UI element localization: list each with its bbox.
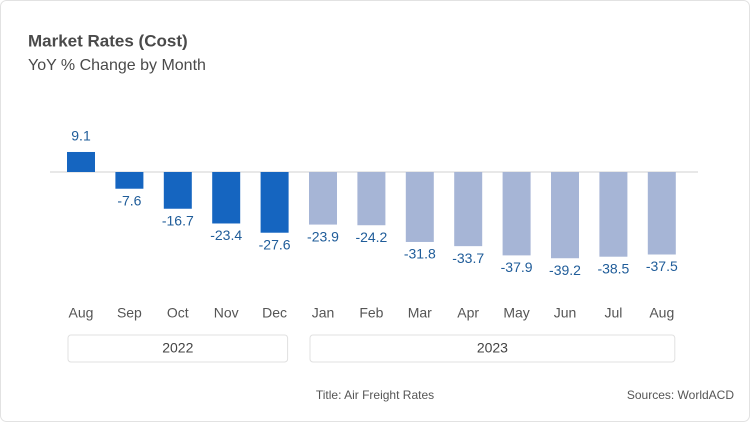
bar	[212, 172, 241, 224]
data-label: -37.5	[646, 258, 678, 274]
data-label: -38.5	[597, 260, 629, 276]
data-label: -37.9	[501, 259, 533, 275]
x-tick-label: Aug	[649, 305, 674, 321]
x-tick-label: Jun	[554, 305, 577, 321]
x-tick-label: Feb	[359, 305, 383, 321]
chart-title: Market Rates (Cost)	[28, 31, 188, 50]
x-tick-label: Jul	[604, 305, 622, 321]
bar	[405, 172, 434, 242]
x-tick-label: Dec	[262, 305, 287, 321]
bar	[454, 172, 483, 247]
x-tick-label: Oct	[167, 305, 189, 321]
data-label: -39.2	[549, 262, 581, 278]
bar	[551, 172, 579, 259]
data-label: 9.1	[71, 128, 91, 144]
x-tick-label: Jan	[312, 305, 335, 321]
x-tick-label: Sep	[117, 305, 142, 321]
data-label: -33.7	[452, 250, 484, 266]
bar	[260, 172, 289, 233]
bar	[115, 172, 144, 189]
x-tick-label: May	[503, 305, 529, 321]
bar	[309, 172, 337, 225]
data-label: -7.6	[117, 192, 141, 208]
footer-note: Title: Air Freight Rates	[316, 388, 434, 402]
source: Sources: WorldACD	[627, 388, 734, 402]
group-box	[67, 334, 289, 363]
bar	[357, 172, 386, 226]
data-label: -27.6	[259, 236, 291, 252]
group-box	[309, 334, 676, 363]
bar	[67, 151, 95, 172]
chart-subtitle: YoY % Change by Month	[28, 57, 206, 74]
x-tick-label: Apr	[457, 305, 479, 321]
data-label: -24.2	[355, 229, 387, 245]
bar	[163, 172, 192, 209]
bar	[599, 172, 628, 257]
x-tick-label: Nov	[214, 305, 239, 321]
data-label: -16.7	[162, 212, 194, 228]
data-label: -23.9	[307, 228, 339, 244]
group-label: 2023	[477, 340, 508, 356]
group-label: 2022	[162, 340, 193, 356]
bar	[502, 172, 531, 256]
bar	[647, 172, 676, 255]
x-tick-label: Mar	[408, 305, 432, 321]
x-tick-label: Aug	[69, 305, 94, 321]
data-label: -31.8	[404, 246, 436, 262]
data-label: -23.4	[210, 227, 242, 243]
